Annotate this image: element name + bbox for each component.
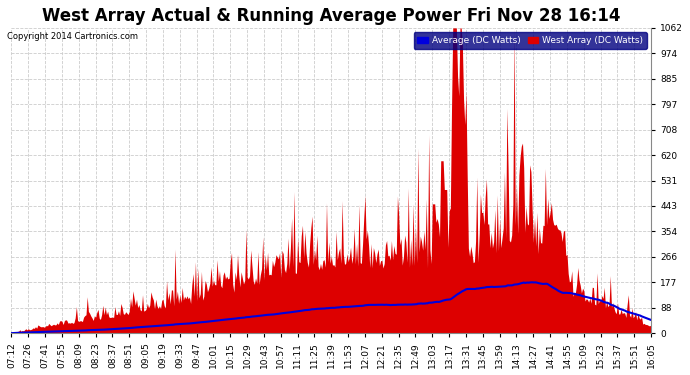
Text: Copyright 2014 Cartronics.com: Copyright 2014 Cartronics.com xyxy=(7,32,138,41)
Title: West Array Actual & Running Average Power Fri Nov 28 16:14: West Array Actual & Running Average Powe… xyxy=(42,7,620,25)
Legend: Average (DC Watts), West Array (DC Watts): Average (DC Watts), West Array (DC Watts… xyxy=(413,32,647,49)
